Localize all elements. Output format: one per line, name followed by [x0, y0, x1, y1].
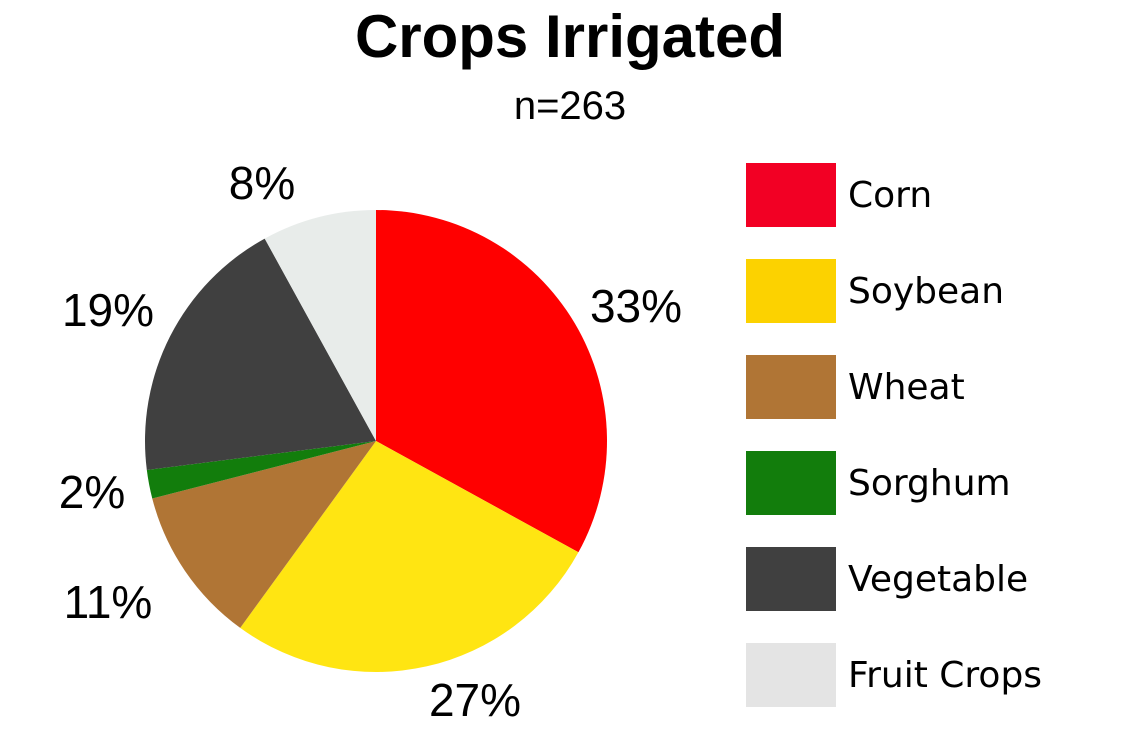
legend-label: Soybean	[848, 270, 1005, 312]
legend-swatch	[746, 643, 836, 707]
legend-label: Corn	[848, 174, 933, 216]
pie-slice-fruit-crops	[264, 210, 376, 441]
data-label: 27%	[429, 674, 521, 726]
chart-title: Crops Irrigated	[354, 3, 786, 70]
legend-item: Wheat	[746, 355, 965, 419]
legend-item: Sorghum	[746, 451, 1011, 515]
chart-subtitle: n=263	[513, 84, 627, 128]
legend-swatch	[746, 451, 836, 515]
pie-slice-vegetable	[145, 238, 376, 470]
legend-swatch	[746, 259, 836, 323]
legend-swatch	[746, 547, 836, 611]
legend-label: Wheat	[848, 366, 965, 408]
pie-slice-sorghum	[146, 441, 376, 499]
legend-label: Sorghum	[848, 462, 1011, 504]
data-label: 33%	[590, 280, 682, 332]
legend-label: Vegetable	[848, 558, 1029, 600]
data-label: 8%	[229, 157, 295, 209]
data-label: 11%	[64, 576, 153, 628]
data-label: 19%	[62, 284, 154, 336]
pie-slice-corn	[376, 210, 607, 553]
data-label: 2%	[59, 466, 125, 518]
pie-slice-wheat	[152, 441, 376, 628]
legend-label: Fruit Crops	[848, 654, 1043, 696]
legend-item: Corn	[746, 163, 932, 227]
legend-item: Vegetable	[746, 547, 1028, 611]
legend-swatch	[746, 355, 836, 419]
legend-item: Fruit Crops	[746, 643, 1042, 707]
legend-item: Soybean	[746, 259, 1004, 323]
legend-swatch	[746, 163, 836, 227]
pie-slice-soybean	[240, 441, 579, 672]
